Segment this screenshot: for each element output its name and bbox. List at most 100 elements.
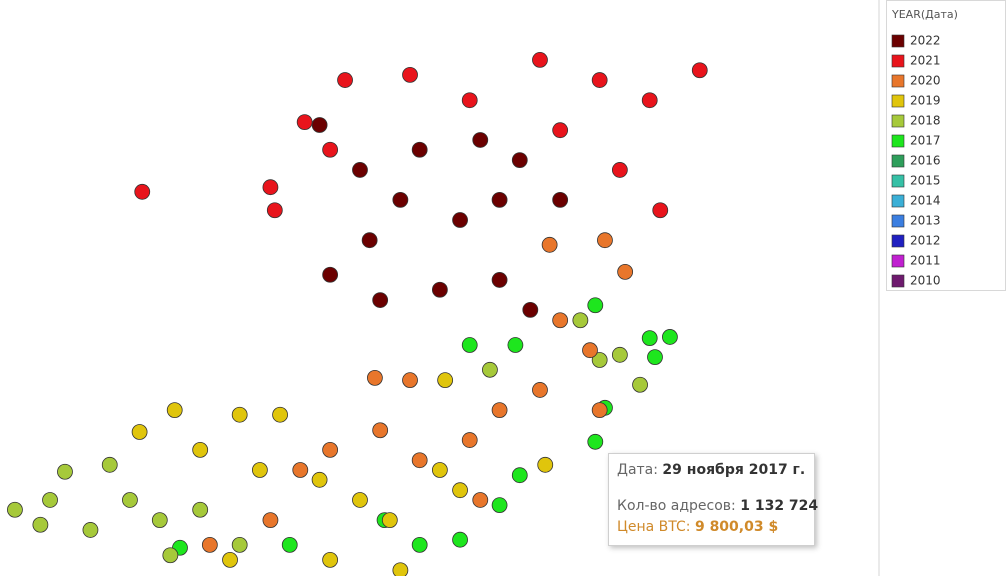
point xyxy=(352,492,368,508)
point xyxy=(591,402,608,419)
point xyxy=(272,406,288,423)
point xyxy=(222,551,238,568)
point xyxy=(201,536,218,553)
legend-label[interactable]: 2022 xyxy=(910,34,941,48)
point xyxy=(552,191,569,208)
point xyxy=(522,301,539,318)
point xyxy=(431,281,448,298)
tooltip-value: 9 800,03 $ xyxy=(694,519,779,535)
point xyxy=(611,162,628,178)
point xyxy=(231,406,248,423)
point xyxy=(262,179,279,196)
point xyxy=(367,369,383,386)
point xyxy=(392,562,409,576)
legend-swatch[interactable] xyxy=(891,154,905,168)
legend-swatch[interactable] xyxy=(891,114,905,128)
legend-label[interactable]: 2017 xyxy=(910,134,941,148)
legend-swatch[interactable] xyxy=(891,274,905,288)
point xyxy=(541,236,558,253)
legend-swatch[interactable] xyxy=(891,234,905,248)
legend-label[interactable]: 2014 xyxy=(910,194,941,208)
point xyxy=(611,346,628,363)
point xyxy=(381,512,398,529)
point xyxy=(641,330,658,347)
legend-swatch[interactable] xyxy=(891,34,905,48)
point xyxy=(296,114,313,131)
point xyxy=(597,232,613,249)
point xyxy=(82,522,99,538)
point xyxy=(472,132,489,148)
legend-label[interactable]: 2011 xyxy=(910,254,941,268)
legend-swatch[interactable] xyxy=(891,134,905,148)
point xyxy=(281,536,298,553)
legend-swatch[interactable] xyxy=(891,94,905,108)
point xyxy=(552,122,569,139)
legend-swatch[interactable] xyxy=(891,74,905,88)
legend-label[interactable]: 2020 xyxy=(910,74,941,88)
point xyxy=(57,463,73,480)
legend-label[interactable]: 2013 xyxy=(910,214,941,228)
legend-label[interactable]: 2019 xyxy=(910,94,941,108)
point xyxy=(491,497,508,514)
point xyxy=(437,372,454,389)
legend-swatch[interactable] xyxy=(891,214,905,228)
legend-swatch[interactable] xyxy=(891,174,905,188)
point xyxy=(392,191,409,208)
tooltip-value: 1 132 724 xyxy=(740,498,819,514)
point xyxy=(337,72,353,88)
point xyxy=(662,329,678,345)
point xyxy=(587,297,604,314)
point xyxy=(537,456,554,473)
point xyxy=(461,92,478,109)
point xyxy=(632,376,648,393)
legend-swatch[interactable] xyxy=(891,54,905,68)
point xyxy=(311,471,328,488)
point xyxy=(322,266,339,283)
point xyxy=(411,452,428,469)
tooltip-label: Цена BTC: xyxy=(617,519,691,535)
point xyxy=(292,462,309,478)
point xyxy=(402,66,418,83)
point xyxy=(192,441,209,458)
tooltip-label: Дата: xyxy=(617,462,658,478)
point xyxy=(532,382,548,398)
point xyxy=(262,512,279,529)
point xyxy=(591,352,608,368)
legend-box xyxy=(886,0,1006,291)
legend-swatch[interactable] xyxy=(891,194,905,208)
point xyxy=(122,492,138,508)
point xyxy=(361,232,378,249)
point xyxy=(511,152,528,169)
point xyxy=(582,342,598,359)
legend-label[interactable]: 2016 xyxy=(910,154,941,168)
point xyxy=(322,141,339,158)
point xyxy=(647,349,663,366)
legend-label[interactable]: 2015 xyxy=(910,174,941,188)
point xyxy=(7,501,23,518)
legend-label[interactable]: 2010 xyxy=(910,274,941,288)
point xyxy=(587,433,604,450)
point xyxy=(322,551,339,568)
point xyxy=(572,312,589,329)
point xyxy=(552,312,569,329)
point xyxy=(452,212,468,228)
legend-label[interactable]: 2021 xyxy=(910,54,941,68)
legend-label[interactable]: 2018 xyxy=(910,114,941,128)
point xyxy=(482,361,498,378)
point xyxy=(311,117,328,133)
point xyxy=(511,467,528,484)
point xyxy=(691,62,708,79)
point xyxy=(472,492,489,508)
point xyxy=(352,162,368,178)
point xyxy=(507,337,524,353)
legend-label[interactable]: 2012 xyxy=(910,234,941,248)
point xyxy=(491,272,508,288)
point xyxy=(532,52,548,68)
point xyxy=(134,183,151,200)
point xyxy=(266,202,283,219)
point xyxy=(162,547,179,564)
point xyxy=(411,536,428,553)
legend-swatch[interactable] xyxy=(891,254,905,268)
